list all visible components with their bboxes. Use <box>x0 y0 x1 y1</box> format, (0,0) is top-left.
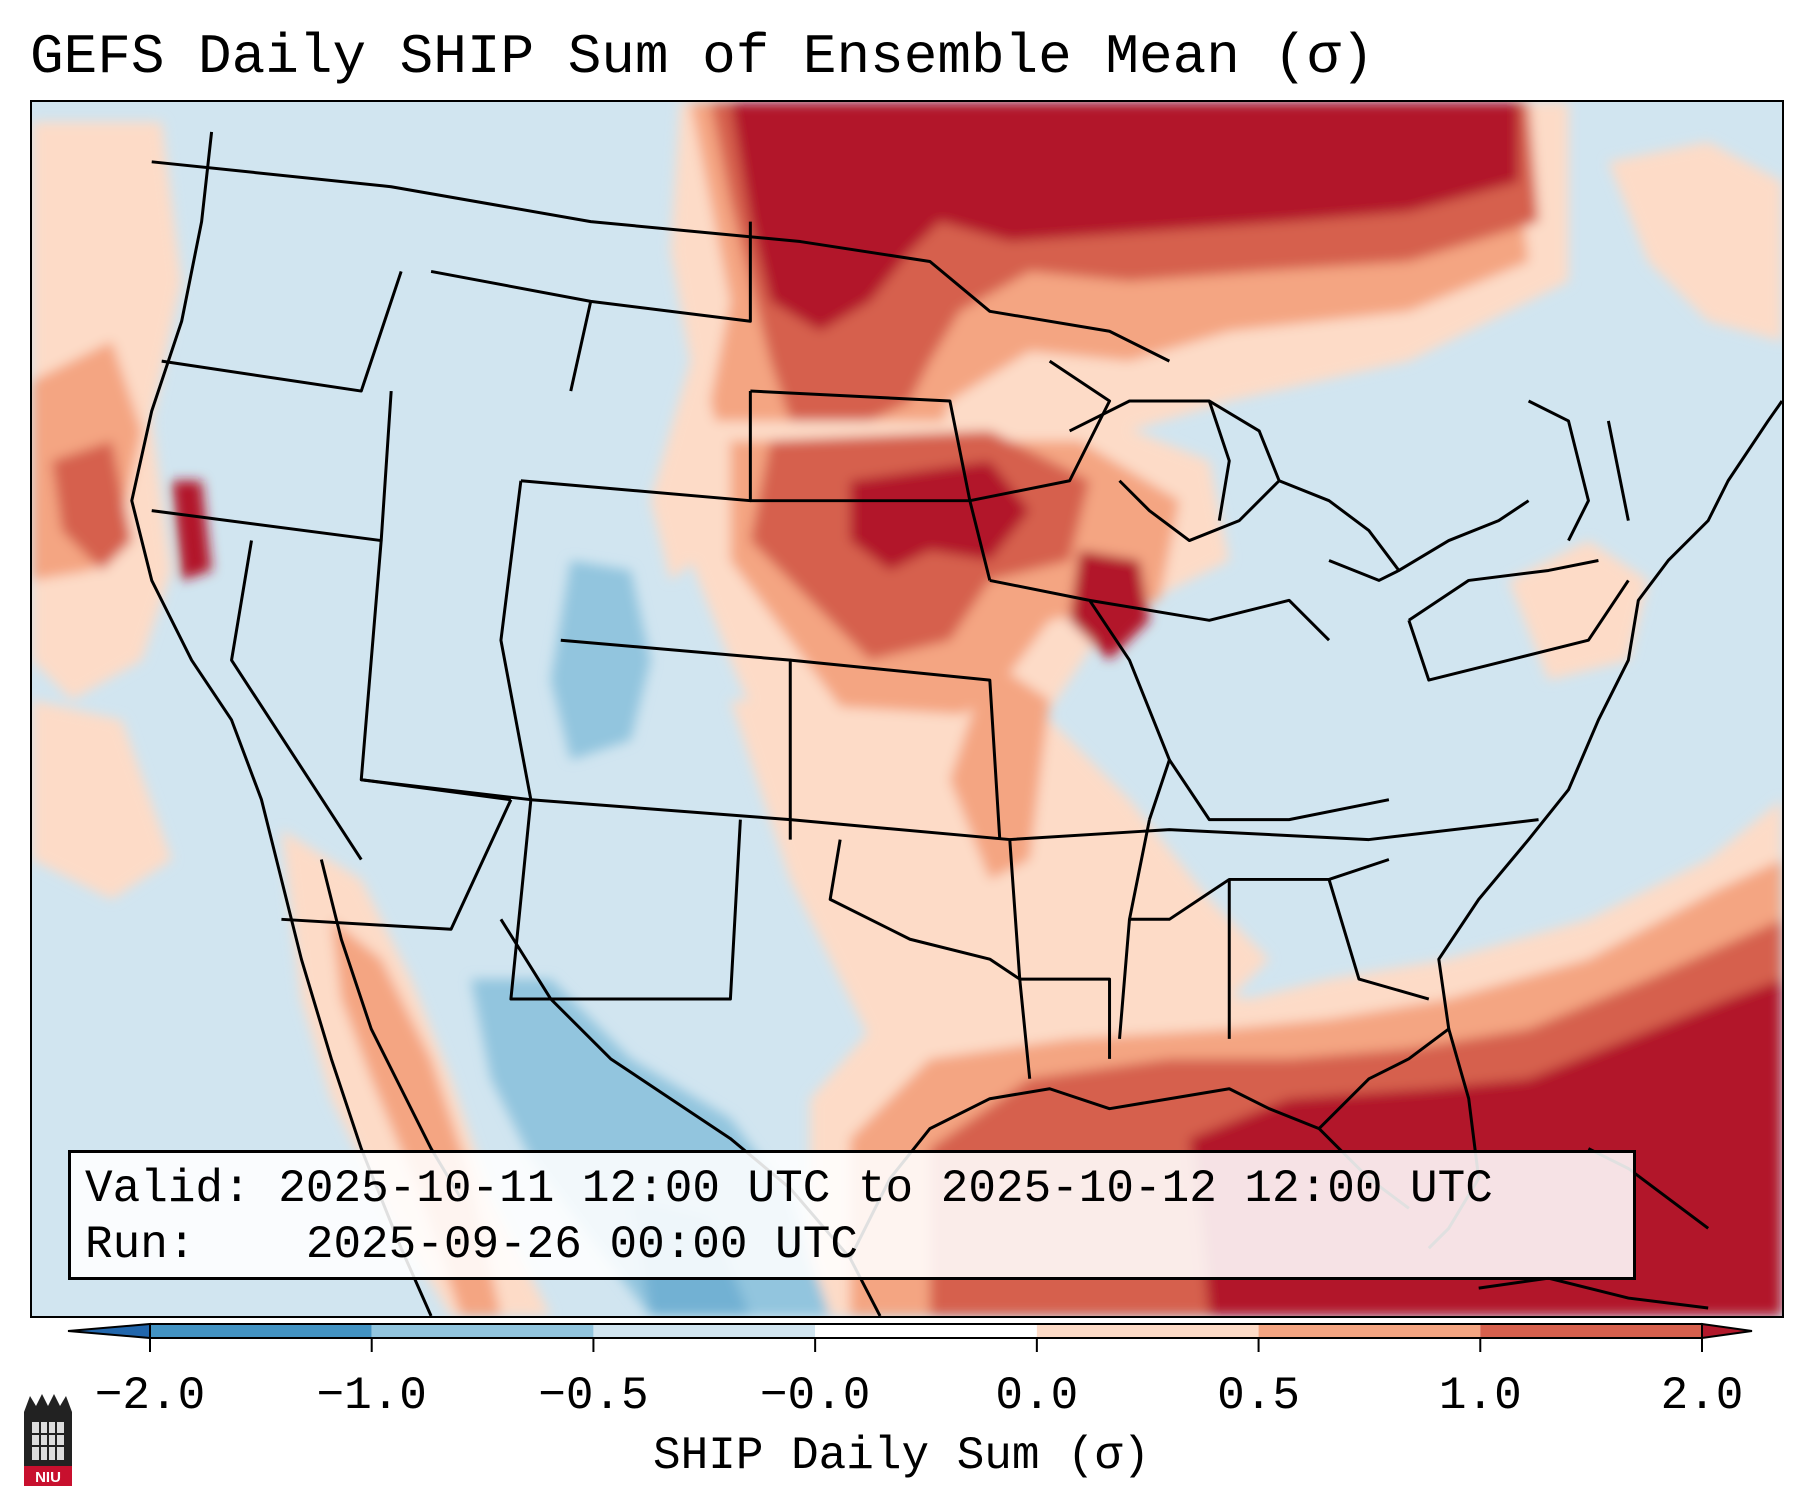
run-label: Run: <box>85 1219 196 1271</box>
colorbar-tick-label: 0.0 <box>995 1370 1079 1422</box>
colorbar-outline <box>149 1323 1703 1339</box>
colorbar-tick-label: 1.0 <box>1438 1370 1522 1422</box>
colorbar-tick-label: 0.5 <box>1217 1370 1300 1422</box>
colorbar-label: SHIP Daily Sum (σ) <box>653 1430 1150 1482</box>
valid-run-info-box: Valid: 2025-10-11 12:00 UTC to 2025-10-1… <box>68 1150 1636 1280</box>
logo-banner <box>24 1466 72 1486</box>
colorbar-tick-label: −0.5 <box>538 1370 649 1422</box>
colorbar-tick-label: −0.0 <box>759 1370 871 1422</box>
colorbar-extend-high <box>1701 1322 1753 1340</box>
niu-logo-icon: NIU <box>24 1394 72 1486</box>
colorbar-segment <box>1258 1324 1481 1338</box>
run-row: Run: 2025-09-26 00:00 UTC <box>85 1217 1619 1273</box>
colorbar-tick-label: 2.0 <box>1660 1370 1744 1422</box>
state-boundaries <box>130 131 1782 1316</box>
valid-row: Valid: 2025-10-11 12:00 UTC to 2025-10-1… <box>85 1161 1619 1217</box>
colorbar-segment <box>593 1324 816 1338</box>
colorbar-segment <box>371 1324 594 1338</box>
colorbar-segment <box>1480 1324 1702 1338</box>
logo-text: NIU <box>35 1469 61 1486</box>
colorbar-segment <box>150 1324 372 1338</box>
run-value: 2025-09-26 00:00 UTC <box>305 1219 858 1271</box>
valid-label: Valid: <box>85 1163 251 1215</box>
map-title: GEFS Daily SHIP Sum of Ensemble Mean (σ) <box>30 25 1375 89</box>
anomaly-map <box>32 102 1782 1316</box>
colorbar-segment <box>1036 1324 1259 1338</box>
map-panel <box>30 100 1784 1318</box>
colorbar-extend-low <box>67 1322 151 1340</box>
colorbar-segment <box>815 1324 1037 1338</box>
colorbar <box>67 1322 1753 1352</box>
colorbar-tick-label: −2.0 <box>94 1370 206 1422</box>
colorbar-tick-label: −1.0 <box>316 1370 427 1422</box>
valid-value: 2025-10-11 12:00 UTC to 2025-10-12 12:00… <box>278 1163 1493 1215</box>
